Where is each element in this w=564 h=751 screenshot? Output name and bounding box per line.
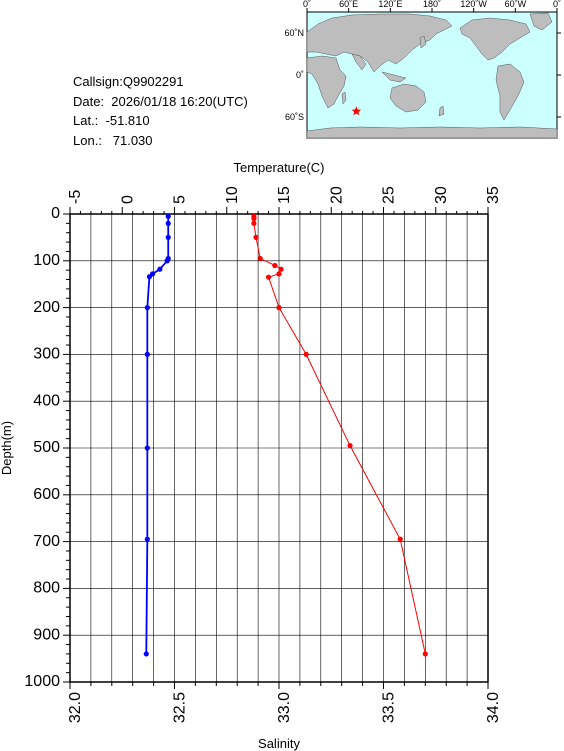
map-lon-label: 60˚E xyxy=(339,0,358,9)
temperature-data-point xyxy=(165,234,171,240)
temperature-tick-labels: -5 0 5 10 15 20 25 30 35 xyxy=(67,186,502,204)
temperature-tick-label: 30 xyxy=(433,186,450,204)
temperature-axis-title: Temperature(C) xyxy=(233,160,324,175)
axis-ticks xyxy=(63,207,489,689)
salinity-tick-label: 33.0 xyxy=(276,692,293,723)
map-lon-label: 120˚W xyxy=(460,0,487,9)
salinity-data-point xyxy=(397,536,403,542)
float-location-marker xyxy=(351,106,362,116)
land-eurasia xyxy=(306,13,453,73)
latitude-text: Lat.: -51.810 xyxy=(73,113,150,128)
depth-tick-labels: 0 100 200 300 400 500 600 700 800 900 1000 xyxy=(24,205,60,690)
salinity-tick-label: 32.0 xyxy=(67,692,84,723)
temperature-data-point xyxy=(144,305,150,311)
location-map: 0˚ 60˚E 120˚E 180˚ 120˚W 60˚W 0˚ 60˚N 0˚ 60˚S xyxy=(284,0,561,139)
temperature-data-point xyxy=(165,213,171,219)
temperature-tick-label: 5 xyxy=(172,195,189,204)
salinity-tick-label: 33.5 xyxy=(381,692,398,723)
depth-axis-title: Depth(m) xyxy=(0,421,14,475)
salinity-data-point xyxy=(265,274,272,280)
temperature-tick-label: 10 xyxy=(224,186,241,204)
land-australia xyxy=(389,83,427,113)
salinity-data-point xyxy=(276,305,282,311)
land-africa xyxy=(306,55,347,109)
salinity-data-point xyxy=(257,255,263,262)
map-labels: 0˚ 60˚E 120˚E 180˚ 120˚W 60˚W 0˚ 60˚N 0˚ 60˚S xyxy=(284,0,561,122)
salinity-data-point xyxy=(278,266,284,272)
depth-tick-label: 600 xyxy=(33,486,60,503)
plot-area: -5 0 5 10 15 20 25 30 35 32.0 32.5 33.0 33.5 34.0 0 1… xyxy=(0,160,502,751)
depth-tick-label: 1000 xyxy=(24,673,60,690)
map-ticks xyxy=(306,8,561,118)
depth-tick-label: 900 xyxy=(33,626,60,643)
salinity-data-point xyxy=(251,216,257,222)
temperature-tick-label: 0 xyxy=(119,195,136,204)
temperature-data-point xyxy=(157,266,163,272)
temperature-data-point xyxy=(144,445,150,451)
temperature-tick-label: 35 xyxy=(485,186,502,204)
depth-tick-label: 200 xyxy=(33,299,60,316)
temperature-data-point xyxy=(165,220,171,226)
data-series xyxy=(143,213,428,657)
salinity-data-point xyxy=(251,220,257,226)
map-lat-label: 60˚N xyxy=(284,28,304,38)
temperature-data-point xyxy=(143,651,149,657)
callsign-text: Callsign:Q9902291 xyxy=(73,74,184,89)
salinity-data-point xyxy=(422,651,428,657)
map-lon-label: 0˚ xyxy=(303,0,311,9)
map-lat-label: 60˚S xyxy=(285,112,304,122)
temperature-data-point xyxy=(144,536,150,542)
land-antarctica xyxy=(306,126,558,139)
temperature-tick-label: 25 xyxy=(381,186,398,204)
land-north-america xyxy=(459,17,531,61)
depth-tick-label: 100 xyxy=(33,252,60,269)
depth-tick-label: 800 xyxy=(33,580,60,597)
salinity-tick-label: 32.5 xyxy=(172,692,189,723)
salinity-tick-label: 34.0 xyxy=(485,692,502,723)
temperature-data-point xyxy=(144,351,150,357)
map-lon-label: 120˚E xyxy=(378,0,402,9)
depth-tick-label: 0 xyxy=(51,205,60,222)
temperature-tick-label: -5 xyxy=(67,190,84,204)
grid xyxy=(70,214,488,682)
salinity-tick-labels: 32.0 32.5 33.0 33.5 34.0 xyxy=(67,692,502,723)
temperature-tick-label: 20 xyxy=(328,186,345,204)
depth-tick-label: 300 xyxy=(33,346,60,363)
land-indonesia xyxy=(381,71,407,83)
land-japan xyxy=(419,35,427,49)
map-lon-label: 180˚ xyxy=(423,0,441,9)
salinity-data-point xyxy=(276,271,282,277)
salinity-axis-title: Salinity xyxy=(258,736,300,751)
map-landmasses xyxy=(306,12,558,139)
depth-tick-label: 400 xyxy=(33,392,60,409)
map-lon-label: 0˚ xyxy=(553,0,561,9)
land-india xyxy=(351,53,367,71)
float-info: Callsign:Q9902291 Date: 2026/01/18 16:20… xyxy=(73,72,248,150)
temperature-tick-label: 15 xyxy=(276,186,293,204)
salinity-data-point xyxy=(347,443,353,449)
date-text: Date: 2026/01/18 16:20(UTC) xyxy=(73,93,248,109)
temperature-data-point xyxy=(164,258,170,264)
longitude-text: Lon.: 71.030 xyxy=(73,132,153,148)
temperature-data-point xyxy=(146,274,153,280)
depth-tick-label: 700 xyxy=(33,533,60,550)
salinity-data-point xyxy=(303,351,309,357)
salinity-data-point xyxy=(272,262,278,269)
land-greenland xyxy=(529,12,553,31)
map-lat-label: 0˚ xyxy=(296,70,304,80)
depth-tick-label: 500 xyxy=(33,439,60,456)
map-lon-label: 60˚W xyxy=(505,0,527,9)
land-madagascar xyxy=(341,91,347,105)
land-south-america xyxy=(495,63,525,121)
salinity-data-point xyxy=(253,234,259,240)
land-new-zealand xyxy=(438,105,445,117)
